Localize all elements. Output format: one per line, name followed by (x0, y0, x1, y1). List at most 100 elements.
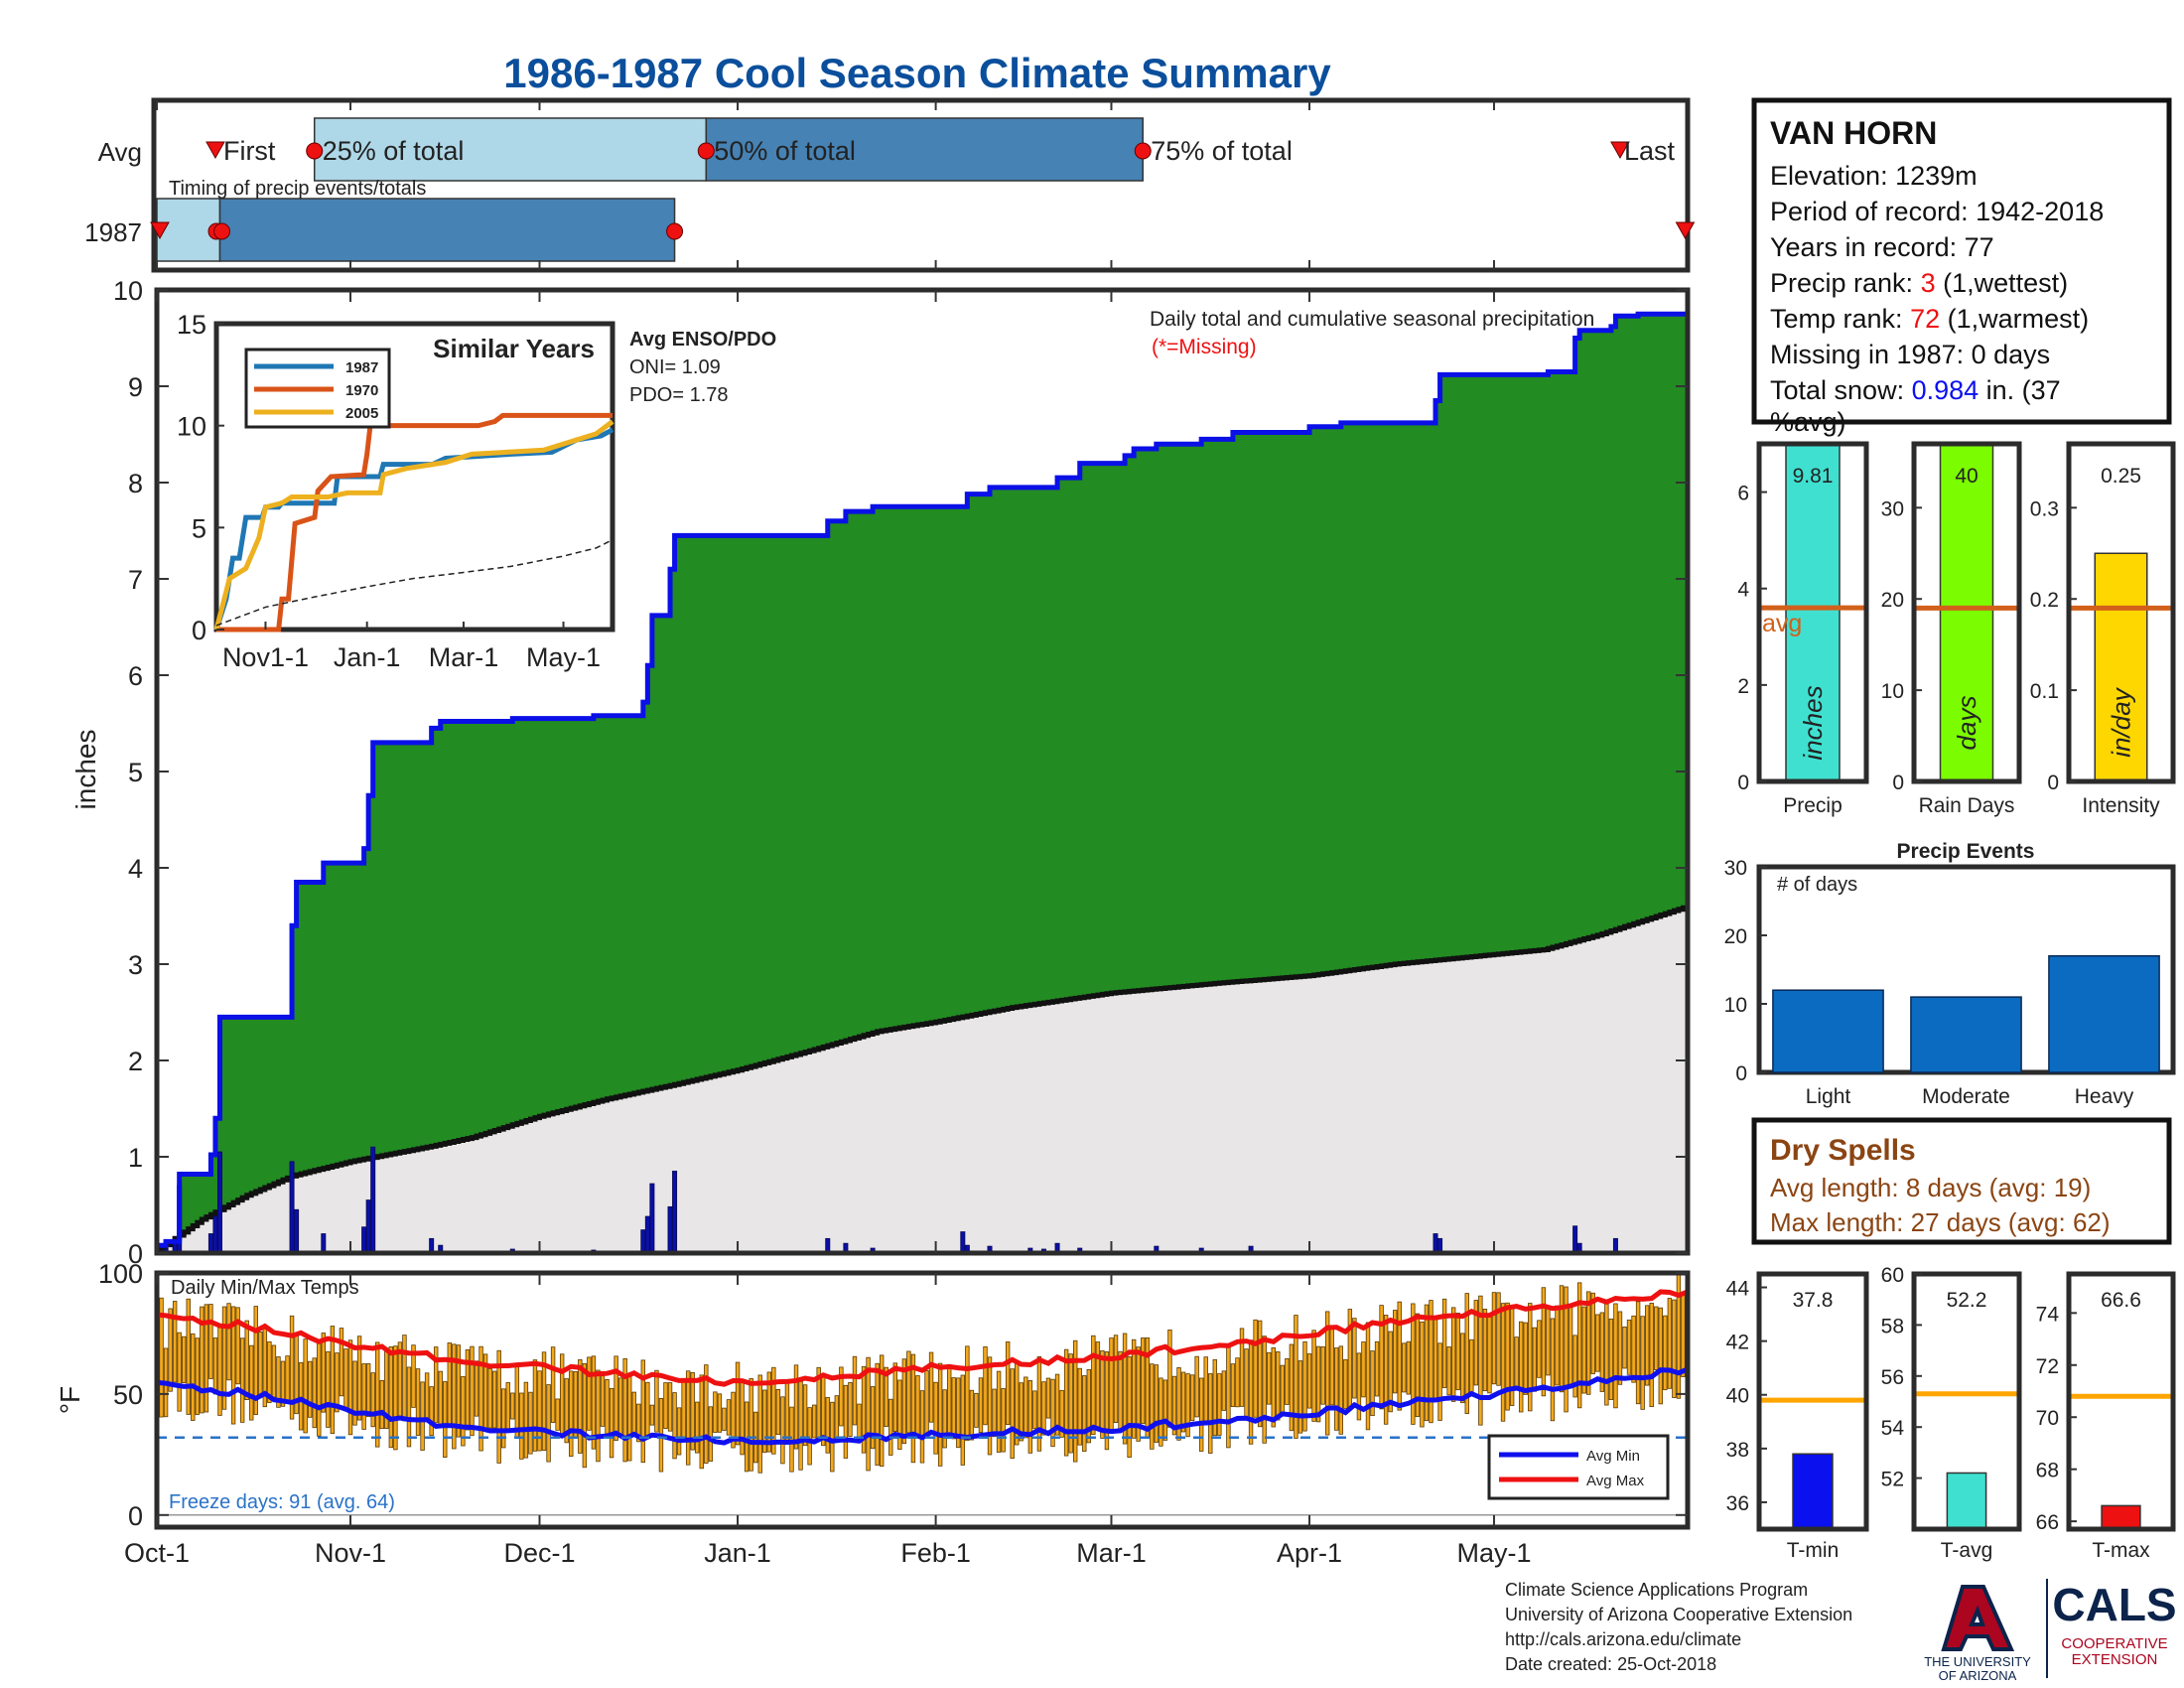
daily-temp-bar (461, 1375, 466, 1447)
events-category-label: Light (1806, 1085, 1851, 1108)
cals-logo-coop2: EXTENSION (2072, 1651, 2158, 1668)
daily-temp-bar (487, 1367, 492, 1429)
station-temp-rank-part: (1,warmest) (1940, 304, 2089, 334)
total-category-label: Rain Days (1919, 794, 2015, 817)
daily-temp-bar (1555, 1305, 1560, 1386)
enso-title: Avg ENSO/PDO (629, 329, 776, 351)
daily-temp-bar (361, 1363, 366, 1430)
total-ytick-label: 0.1 (2030, 680, 2059, 703)
chart-title: 1986-1987 Cool Season Climate Summary (503, 50, 1331, 96)
avg-max-line (157, 1289, 1688, 1387)
daily-temp-bar (1109, 1337, 1114, 1434)
daily-temp-bar (429, 1386, 434, 1437)
daily-temp-bar (1059, 1389, 1064, 1438)
daily-temp-bar (915, 1375, 920, 1439)
daily-temp-bar (447, 1342, 452, 1428)
daily-temp-bar (830, 1401, 835, 1473)
daily-temp-bar (1473, 1300, 1479, 1386)
inset-ytick-label: 5 (192, 513, 206, 543)
station-precip-rank-part: Precip rank: (1770, 268, 1921, 298)
main-ytick-label: 1 (128, 1143, 143, 1173)
cals-logo-coop1: COOPERATIVE (2061, 1635, 2167, 1652)
daily-temp-bar (1361, 1341, 1366, 1398)
daily-temp-bar (807, 1407, 812, 1466)
daily-temp-bar (928, 1351, 934, 1423)
daily-temp-bar (1631, 1315, 1636, 1383)
daily-temp-bar (910, 1353, 916, 1464)
temp-ytick-label: 100 (98, 1259, 143, 1289)
daily-temp-bar (582, 1362, 588, 1469)
daily-temp-bar (1068, 1353, 1073, 1454)
total-ytick-label: 0 (1892, 772, 1904, 794)
daily-temp-bar (1590, 1292, 1595, 1374)
daily-temp-bar (474, 1360, 479, 1417)
events-ytick-label: 20 (1724, 925, 1747, 948)
total-ytick-label: 0 (2047, 772, 2059, 794)
temp-total-ytick-label: 44 (1726, 1278, 1750, 1301)
daily-temp-bar (1329, 1327, 1334, 1406)
footer-line3: http://cals.arizona.edu/climate (1505, 1629, 1741, 1649)
station-elevation: Elevation: 1239m (1770, 161, 1978, 191)
main-ytick-label: 0 (128, 1239, 143, 1269)
daily-temp-bar (1564, 1286, 1569, 1413)
station-name: VAN HORN (1770, 115, 1937, 151)
daily-temp-bar (1433, 1317, 1438, 1402)
daily-temp-bar (1352, 1318, 1357, 1399)
daily-temp-bar (1420, 1321, 1425, 1428)
daily-temp-bar (168, 1308, 173, 1392)
daily-temp-bar (1681, 1293, 1686, 1377)
daily-temp-bar (1429, 1300, 1433, 1424)
daily-temp-bar (897, 1379, 902, 1450)
avg-q75-marker (1134, 142, 1152, 160)
daily-precip-bar (1576, 1242, 1582, 1253)
daily-temp-bar (987, 1356, 993, 1456)
daily-temp-bar (843, 1384, 849, 1459)
daily-temp-bar (285, 1355, 290, 1403)
daily-temp-bar (919, 1390, 925, 1464)
temp-total-ytick-label: 60 (1881, 1264, 1904, 1287)
daily-temp-bar (906, 1350, 911, 1434)
temp-total-value-label: 66.6 (2101, 1289, 2141, 1312)
temp-total-ytick-label: 42 (1726, 1332, 1749, 1354)
temp-legend-label-min: Avg Min (1586, 1448, 1640, 1465)
inset-legend-label-1987: 1987 (345, 359, 378, 376)
daily-temp-bar (1514, 1336, 1519, 1387)
cumulative-avg-fill (157, 906, 1688, 1253)
station-temp-rank-part: Temp rank: (1770, 304, 1910, 334)
daily-temp-bar (731, 1391, 736, 1449)
daily-temp-bar (195, 1337, 201, 1415)
daily-temp-bar (1253, 1319, 1258, 1418)
daily-temp-bar (388, 1346, 394, 1449)
daily-temp-bar (1491, 1292, 1497, 1385)
daily-temp-bar (1437, 1342, 1442, 1421)
station-precip-rank-part: (1,wettest) (1936, 268, 2069, 298)
daily-temp-bar (892, 1362, 897, 1433)
daily-temp-bar (541, 1351, 547, 1452)
daily-temp-bar (347, 1339, 353, 1436)
temp-legend-box (1487, 1434, 1670, 1500)
avg-q25-marker (306, 142, 324, 160)
daily-temp-bar (1635, 1301, 1641, 1405)
daily-temp-bar (1568, 1304, 1573, 1388)
temp-total-bar-0 (1792, 1453, 1834, 1530)
station-total-snow: Total snow: 0.984 in. (37 (1770, 375, 2061, 405)
total-ytick-label: 0 (1737, 772, 1749, 794)
daily-precip-bar (321, 1233, 327, 1253)
daily-temp-bar (1496, 1292, 1501, 1386)
events-category-label: Heavy (2075, 1085, 2134, 1108)
daily-temp-bar (420, 1381, 425, 1451)
daily-temp-bar (406, 1366, 412, 1448)
daily-temp-bar (1654, 1306, 1659, 1370)
daily-temp-bar (1159, 1377, 1163, 1447)
temp-total-ytick-label: 54 (1881, 1417, 1905, 1440)
daily-temp-bar (1523, 1322, 1528, 1395)
total-ytick-label: 0.3 (2030, 497, 2059, 520)
temp-total-ytick-label: 66 (2036, 1511, 2059, 1534)
temp-total-ytick-label: 38 (1726, 1439, 1749, 1462)
daily-temp-bar (1194, 1355, 1199, 1418)
station-years: Years in record: 77 (1770, 232, 1994, 262)
daily-temp-bar (708, 1406, 714, 1462)
daily-precip-bar (294, 1208, 300, 1253)
